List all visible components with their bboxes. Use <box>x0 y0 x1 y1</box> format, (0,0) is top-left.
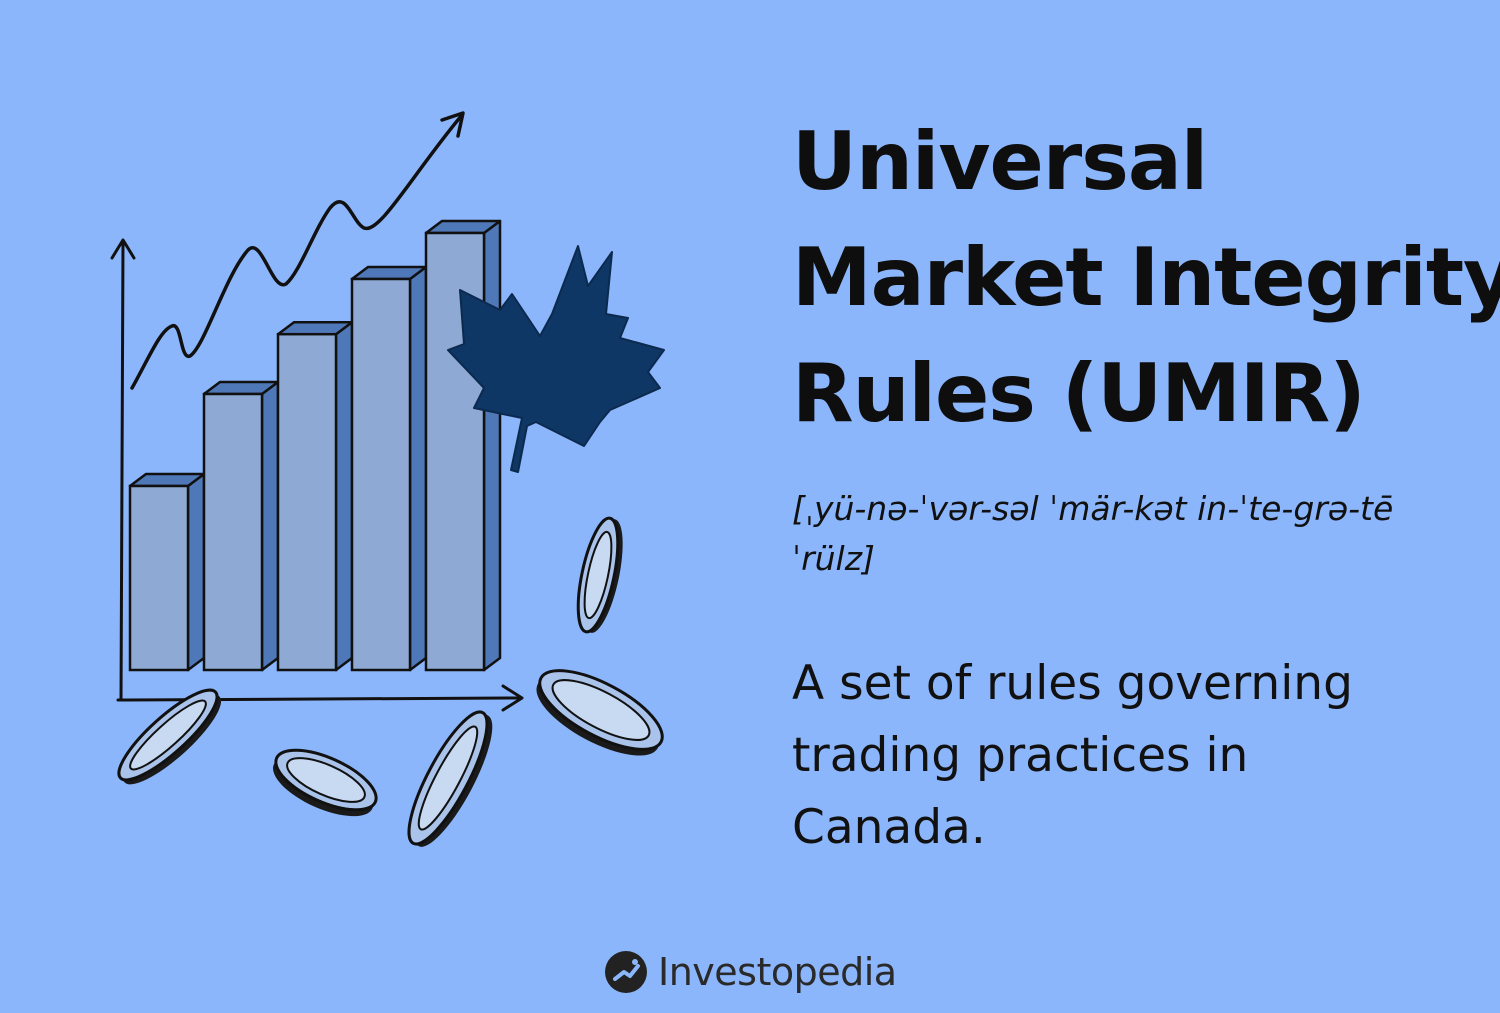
title-line: Rules (UMIR) <box>792 347 1366 440</box>
brand-name: Investopedia <box>658 950 897 994</box>
title-line: Market Integrity <box>792 231 1500 324</box>
coin-icon <box>117 516 664 847</box>
bar-group <box>128 219 502 672</box>
page-title: Universal Market Integrity Rules (UMIR) <box>792 104 1500 452</box>
title-line: Universal <box>792 115 1208 208</box>
chart-bar <box>424 219 502 672</box>
trend-arrow-icon <box>130 111 465 390</box>
chart-bar <box>350 265 428 672</box>
maple-leaf-icon <box>447 245 665 473</box>
pronunciation: [ˌyü-nə-ˈvər-səl ˈmär-kət in-ˈte-grə-tē … <box>792 489 1394 578</box>
chart-bar <box>202 380 280 672</box>
chart-bar <box>128 472 206 672</box>
brand-logo: Investopedia <box>604 944 897 1000</box>
investopedia-logo-icon <box>605 951 647 993</box>
chart-bar <box>276 320 354 672</box>
illustration <box>110 111 665 847</box>
definition: A set of rules governing trading practic… <box>792 656 1353 855</box>
